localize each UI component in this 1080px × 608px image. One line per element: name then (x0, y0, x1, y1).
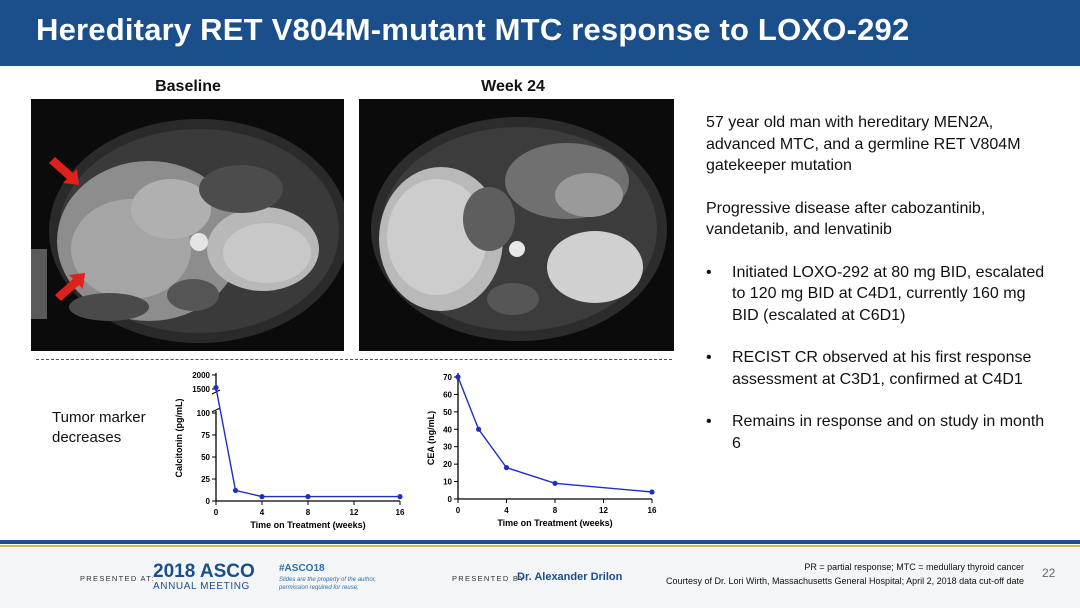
cea-x-tick-label: 12 (599, 506, 608, 515)
cea-chart: 0 10 20 30 40 50 60 70 0 4 8 12 16 Time on Treatment … (426, 373, 657, 528)
baseline-mri-drawing (31, 99, 344, 351)
cea-data-point (476, 426, 482, 432)
calcitonin-y-tick-label: 50 (201, 453, 210, 462)
calcitonin-y-tick-label: 25 (201, 475, 210, 484)
calcitonin-data-point (397, 494, 403, 500)
cea-data-point (455, 374, 461, 380)
calcitonin-data-point (232, 487, 239, 494)
calcitonin-axis-break-mark (211, 407, 221, 413)
case-summary-panel: 57 year old man with hereditary MEN2A, a… (706, 112, 1046, 475)
case-bullet-1: • Initiated LOXO-292 at 80 mg BID, escal… (706, 262, 1046, 327)
baseline-mri-image (31, 99, 344, 351)
cea-x-tick-label: 16 (648, 506, 657, 515)
abbreviation-footnote: PR = partial response; MTC = medullary t… (804, 562, 1024, 572)
calcitonin-y-tick-label: 1500 (192, 385, 210, 394)
calcitonin-y-tick-label: 75 (201, 431, 210, 440)
case-bullet-2-text: RECIST CR observed at his first response… (732, 349, 1032, 388)
presenter-name: Dr. Alexander Drilon (517, 571, 623, 583)
cea-y-tick-label: 40 (443, 425, 452, 434)
cea-y-axis-label: CEA (ng/mL) (426, 411, 436, 465)
cea-y-tick-label: 0 (448, 495, 453, 504)
calcitonin-axis-break-mark (211, 389, 221, 395)
cea-y-tick-label: 20 (443, 460, 452, 469)
slide-title: Hereditary RET V804M-mutant MTC response… (36, 12, 910, 47)
cea-data-point (503, 465, 510, 471)
calcitonin-x-tick-label: 8 (306, 508, 311, 517)
calcitonin-data-point (305, 494, 311, 500)
cea-x-tick-label: 4 (504, 506, 509, 515)
case-bullet-3: • Remains in response and on study in mo… (706, 411, 1046, 454)
calcitonin-data-point (259, 494, 265, 500)
slide-disclaimer: Slides are the property of the author, p… (279, 577, 377, 591)
week24-mri-image (359, 99, 674, 351)
calcitonin-x-tick-label: 12 (350, 508, 359, 517)
calcitonin-y-tick-label: 0 (206, 497, 211, 506)
case-bullet-3-text: Remains in response and on study in mont… (732, 413, 1045, 452)
bullet-dot-icon: • (706, 263, 712, 281)
cea-x-axis-label: Time on Treatment (weeks) (497, 518, 612, 528)
case-bullet-1-text: Initiated LOXO-292 at 80 mg BID, escalat… (732, 263, 1045, 324)
footer-rule-blue (0, 540, 1080, 544)
cea-y-tick-label: 10 (443, 478, 452, 487)
calcitonin-y-tick-label: 2000 (192, 371, 210, 380)
title-bar: Hereditary RET V804M-mutant MTC response… (0, 0, 1080, 66)
calcitonin-data-point (213, 385, 219, 391)
cea-y-tick-label: 70 (443, 373, 452, 382)
week24-label: Week 24 (481, 78, 545, 95)
tumor-marker-label-line1: Tumor marker (52, 409, 146, 426)
source-footnote: Courtesy of Dr. Lori Wirth, Massachusett… (665, 576, 1024, 586)
tumor-arrow-lower-icon (55, 273, 85, 301)
calcitonin-chart: 1500 2000 0 25 50 75 100 0 4 8 12 16 Time on Treatme… (174, 371, 405, 530)
dashed-divider (36, 359, 672, 360)
calcitonin-x-axis-label: Time on Treatment (weeks) (250, 520, 365, 530)
footer-bar (0, 548, 1080, 608)
cea-x-tick-label: 8 (553, 506, 558, 515)
cea-data-point (552, 480, 558, 486)
calcitonin-y-tick-label: 100 (197, 409, 211, 418)
cea-y-tick-label: 60 (443, 390, 452, 399)
baseline-label: Baseline (155, 78, 221, 95)
cea-x-tick-label: 0 (456, 506, 461, 515)
bullet-dot-icon: • (706, 413, 712, 430)
calcitonin-x-tick-label: 16 (396, 508, 405, 517)
cea-y-tick-label: 30 (443, 443, 452, 452)
calcitonin-y-axis-label: Calcitonin (pg/mL) (174, 399, 184, 478)
asco-logo-title: 2018 ASCO (153, 561, 255, 582)
tumor-marker-label: Tumor marker decreases (52, 408, 146, 448)
footer-rule-gold (0, 545, 1080, 547)
cea-y-tick-label: 50 (443, 408, 452, 417)
page-number: 22 (1042, 566, 1056, 580)
presented-at-label: PRESENTED AT: (80, 574, 155, 583)
case-summary-paragraph-2: Progressive disease after cabozantinib, … (706, 199, 986, 239)
asco-logo-subtitle: ANNUAL MEETING (153, 581, 250, 592)
calcitonin-x-tick-label: 0 (214, 508, 219, 517)
case-bullet-2: • RECIST CR observed at his first respon… (706, 347, 1046, 390)
cea-series-line (457, 376, 653, 493)
week24-mri-drawing (359, 99, 674, 351)
case-summary-paragraph-1: 57 year old man with hereditary MEN2A, a… (706, 114, 1021, 174)
presented-by-label: PRESENTED BY: (452, 574, 529, 583)
bullet-dot-icon: • (706, 349, 712, 366)
calcitonin-x-tick-label: 4 (260, 508, 265, 517)
asco-hashtag: #ASCO18 (279, 563, 325, 574)
calcitonin-series-line (215, 387, 400, 498)
cea-data-point (649, 489, 655, 495)
tumor-marker-label-line2: decreases (52, 429, 122, 446)
tumor-arrow-upper-icon (49, 157, 79, 185)
